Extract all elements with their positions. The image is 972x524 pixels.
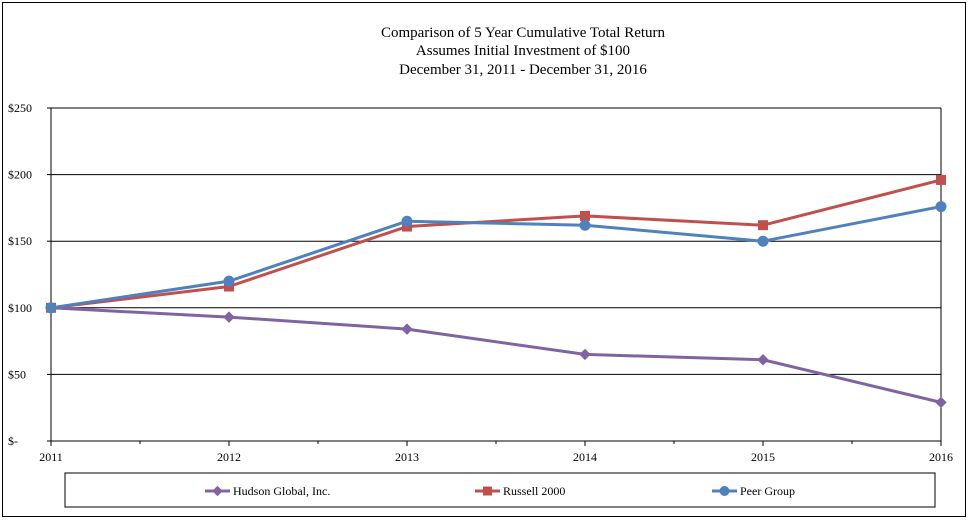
legend-marker-russell-2000 xyxy=(483,486,492,496)
chart-frame xyxy=(2,2,966,517)
data-point-peer-group xyxy=(757,235,769,247)
data-point-russell-2000 xyxy=(758,220,768,231)
data-point-peer-group xyxy=(45,302,57,314)
series-line-peer-group xyxy=(50,205,942,310)
chart-title-line-1: Comparison of 5 Year Cumulative Total Re… xyxy=(381,25,666,41)
series-line-russell-2000 xyxy=(50,178,942,310)
data-point-hudson-global-inc xyxy=(757,354,769,366)
legend: Hudson Global, Inc. Russell 2000 Peer Grou… xyxy=(64,472,936,508)
data-point-peer-group xyxy=(935,201,947,213)
data-series xyxy=(45,174,947,409)
data-point-peer-group xyxy=(579,219,591,231)
x-axis-labels: 2011 2012 2013 2014 2015 2016 xyxy=(39,450,953,464)
series-line-hudson-global-inc xyxy=(50,306,942,404)
data-point-peer-group xyxy=(401,215,413,227)
data-point-hudson-global-inc xyxy=(935,396,947,409)
y-tick-label: $100 xyxy=(8,301,32,315)
data-point-hudson-global-inc xyxy=(579,348,591,361)
y-tick-label: $150 xyxy=(8,234,32,248)
legend-label-hudson-global-inc: Hudson Global, Inc. xyxy=(233,484,330,498)
y-axis-labels: $- $50 $100 $150 $200 $250 xyxy=(8,101,32,448)
data-point-russell-2000 xyxy=(580,210,590,221)
x-tick-label: 2015 xyxy=(751,450,775,464)
y-tick-label: $250 xyxy=(8,101,32,115)
data-point-russell-2000 xyxy=(936,174,946,185)
y-tick-label: $200 xyxy=(8,168,32,182)
chart-title-line-2: Assumes Initial Investment of $100 xyxy=(416,43,630,59)
chart-title: Comparison of 5 Year Cumulative Total Re… xyxy=(381,25,666,78)
data-point-peer-group xyxy=(223,275,235,287)
x-tick-label: 2014 xyxy=(573,450,597,464)
x-tick-label: 2016 xyxy=(929,450,953,464)
gridlines xyxy=(51,107,941,375)
chart-title-line-3: December 31, 2011 - December 31, 2016 xyxy=(399,62,647,78)
legend-label-russell-2000: Russell 2000 xyxy=(503,484,565,498)
x-tick-label: 2011 xyxy=(39,450,63,464)
data-point-hudson-global-inc xyxy=(223,311,235,323)
x-tick-label: 2012 xyxy=(217,450,241,464)
x-tick-label: 2013 xyxy=(395,450,419,464)
series-russell-2000 xyxy=(46,174,946,313)
axes xyxy=(47,107,942,446)
legend-marker-peer-group xyxy=(719,486,730,496)
y-tick-label: $50 xyxy=(8,367,26,381)
y-tick-label: $- xyxy=(8,434,18,448)
legend-marker-hudson-global-inc xyxy=(212,485,223,497)
data-point-hudson-global-inc xyxy=(401,323,413,335)
series-hudson-global-inc xyxy=(45,302,947,409)
legend-label-peer-group: Peer Group xyxy=(740,484,795,498)
series-peer-group xyxy=(45,201,947,314)
